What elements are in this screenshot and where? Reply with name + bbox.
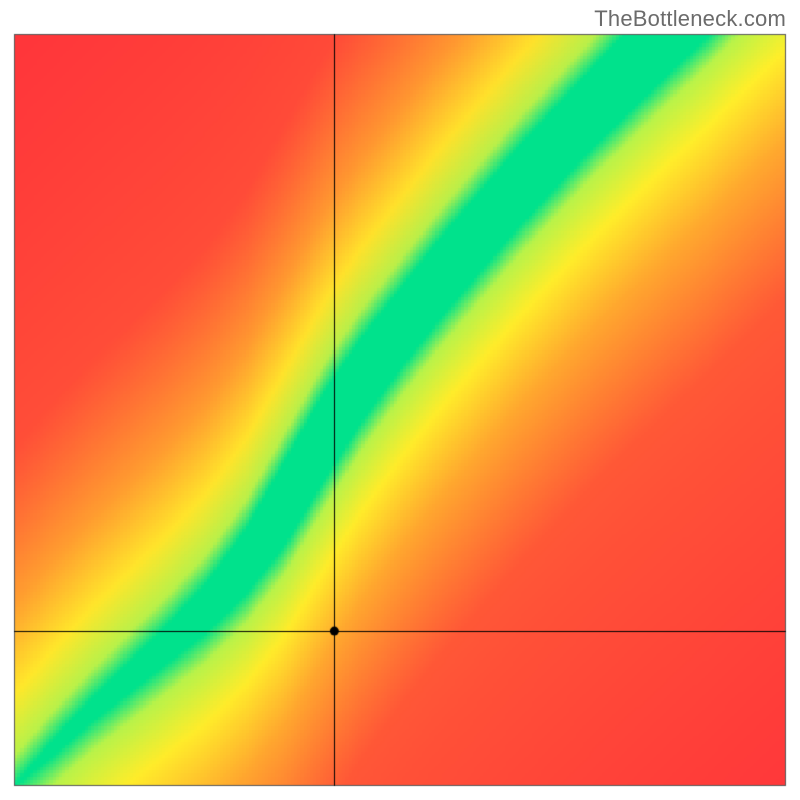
watermark-text: TheBottleneck.com — [594, 6, 786, 32]
chart-container: TheBottleneck.com — [0, 0, 800, 800]
heatmap-canvas — [0, 0, 800, 800]
